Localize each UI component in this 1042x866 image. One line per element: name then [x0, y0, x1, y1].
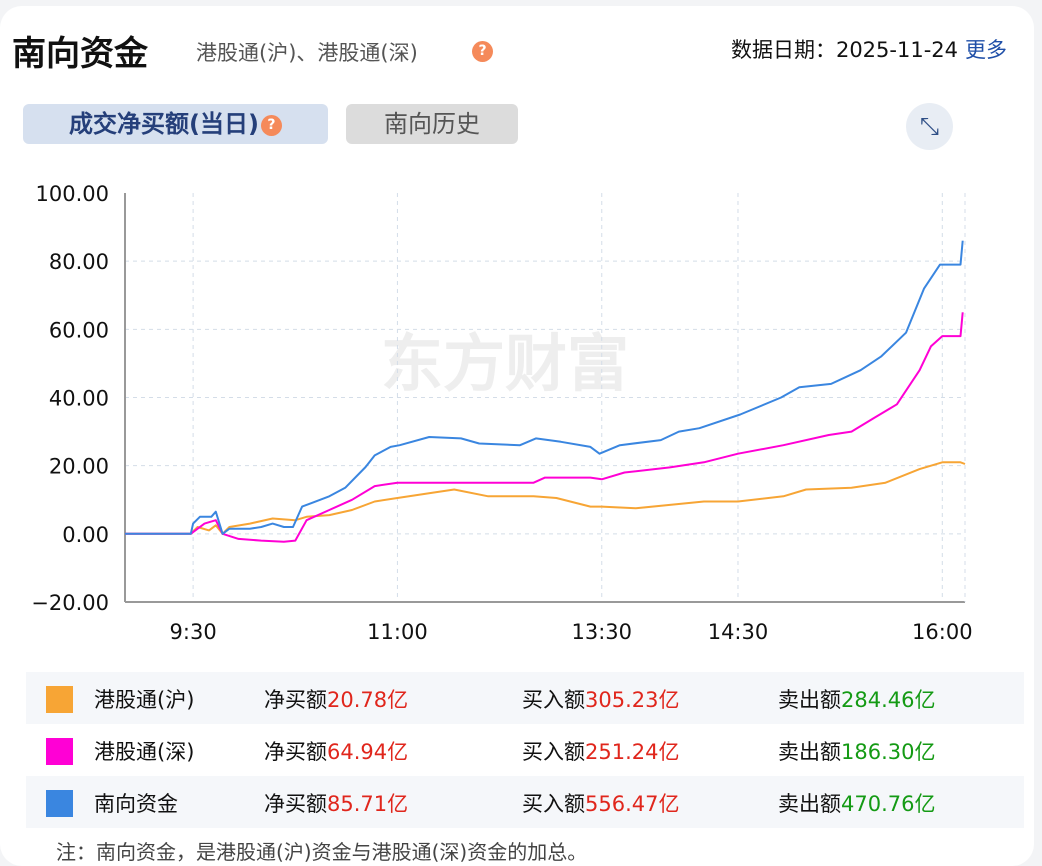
x-tick-label: 16:00 — [912, 620, 973, 644]
sell-amount: 卖出额284.46亿 — [778, 688, 936, 712]
series-name: 港股通(深) — [94, 740, 195, 764]
more-link[interactable]: 更多 — [965, 38, 1007, 62]
tab-southbound-history[interactable]: 南向历史 — [346, 104, 518, 144]
net-buy-chart: 东方财富 100.00 80.00 60.00 40.00 20.00 0.00 −20.0… — [31, 182, 973, 644]
watermark-logo: 东方财富 — [381, 327, 629, 400]
legend: 港股通(沪) 净买额20.78亿 买入额305.23亿 卖出额284.46亿 港… — [26, 672, 1024, 828]
x-tick-label: 11:00 — [367, 620, 428, 644]
footnote: 注：南向资金，是港股通(沪)资金与港股通(深)资金的加总。 — [56, 840, 588, 864]
help-icon[interactable]: ? — [260, 114, 282, 136]
y-tick-label: 0.00 — [62, 523, 109, 547]
sell-amount: 卖出额470.76亿 — [778, 792, 936, 816]
color-swatch — [46, 738, 73, 765]
date-label: 数据日期： — [730, 38, 836, 62]
series-line-0 — [125, 461, 966, 535]
legend-row-sh: 港股通(沪) 净买额20.78亿 买入额305.23亿 卖出额284.46亿 — [26, 672, 1024, 724]
y-tick-label: 40.00 — [49, 387, 109, 411]
y-tick-label: 60.00 — [49, 318, 109, 342]
x-tick-label: 9:30 — [170, 620, 217, 644]
color-swatch — [46, 686, 73, 713]
y-tick-label: 100.00 — [36, 182, 109, 206]
data-date: 数据日期：2025-11-24 — [731, 34, 958, 64]
net-buy: 净买额20.78亿 — [264, 688, 409, 712]
net-buy: 净买额85.71亿 — [264, 792, 409, 816]
buy-amount: 买入额556.47亿 — [522, 792, 680, 816]
legend-row-sz: 港股通(深) 净买额64.94亿 买入额251.24亿 卖出额186.30亿 — [26, 724, 1024, 776]
color-swatch — [46, 790, 73, 817]
y-tick-label: 20.00 — [49, 455, 109, 479]
expand-icon[interactable]: ⤡ — [906, 103, 953, 150]
sell-amount: 卖出额186.30亿 — [778, 740, 936, 764]
x-tick-label: 14:30 — [708, 620, 769, 644]
series-name: 南向资金 — [94, 792, 178, 816]
x-tick-label: 13:30 — [571, 620, 632, 644]
date-value: 2025-11-24 — [835, 38, 958, 62]
subtitle: 港股通(沪)、港股通(深) — [196, 41, 418, 65]
y-tick-label: 80.00 — [49, 250, 109, 274]
tab-label: 成交净买额(当日) — [69, 110, 259, 138]
buy-amount: 买入额305.23亿 — [522, 688, 680, 712]
legend-row-total: 南向资金 净买额85.71亿 买入额556.47亿 卖出额470.76亿 — [26, 776, 1024, 828]
series-name: 港股通(沪) — [94, 688, 195, 712]
help-icon[interactable]: ? — [472, 41, 493, 62]
tab-net-buy-today[interactable]: 成交净买额(当日)? — [23, 104, 328, 144]
series-line-2 — [125, 240, 964, 535]
series-line-1 — [125, 312, 964, 543]
net-buy: 净买额64.94亿 — [264, 740, 409, 764]
page-title: 南向资金 — [12, 34, 148, 74]
buy-amount: 买入额251.24亿 — [522, 740, 680, 764]
y-tick-label: −20.00 — [31, 591, 109, 615]
